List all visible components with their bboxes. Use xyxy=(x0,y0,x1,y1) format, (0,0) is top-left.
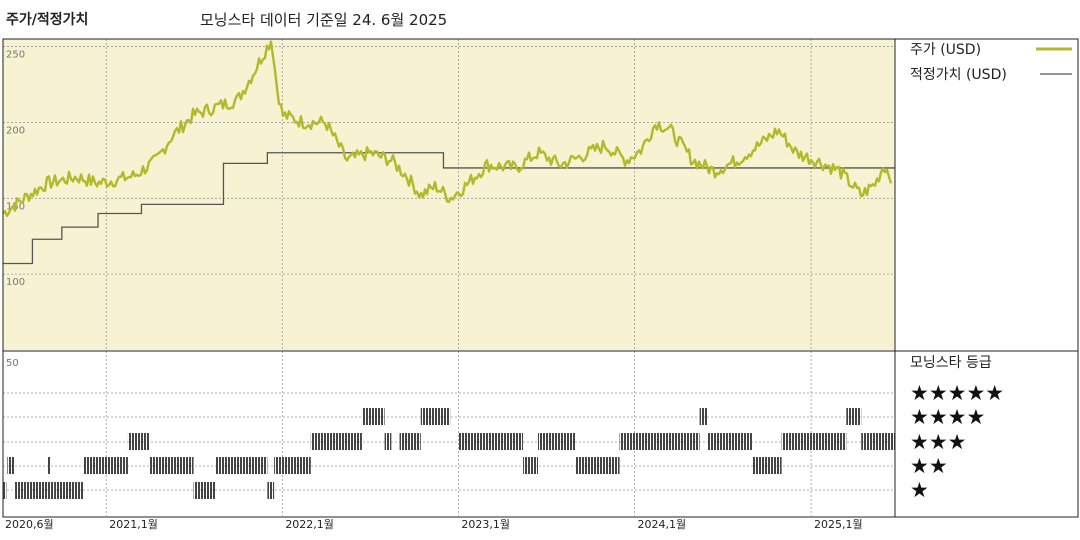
rating-segment-3-star xyxy=(399,433,421,450)
rating-segment-3-star xyxy=(538,433,576,450)
rating-segment-2-star xyxy=(7,457,15,474)
rating-segment-3-star xyxy=(619,433,700,450)
rating-legend-title: 모닝스타 등급 xyxy=(910,355,992,371)
rating-segment-3-star xyxy=(458,433,524,450)
y-tick-label: 250 xyxy=(6,50,25,61)
rating-segment-3-star xyxy=(384,433,392,450)
legend: 주가 (USD) 적정가치 (USD) 모닝스타 등급 ★★★★★ ★★★★ ★… xyxy=(910,42,1072,502)
rating-segment-3-star xyxy=(781,433,847,450)
price-line xyxy=(2,40,893,218)
x-tick-label: 2020,6월 xyxy=(5,518,54,531)
rating-segment-2-star xyxy=(47,457,51,474)
rating-segment-1-star xyxy=(193,482,216,499)
rating-4-stars: ★★★★ xyxy=(910,405,985,429)
x-tick-label: 2023,1월 xyxy=(461,518,510,531)
legend-price-label: 주가 (USD) xyxy=(910,42,981,58)
rating-segment-4-star xyxy=(699,408,708,425)
rating-segment-2-star xyxy=(83,457,128,474)
chart-frame xyxy=(2,38,1079,518)
rating-segment-2-star xyxy=(575,457,620,474)
rating-segment-3-star xyxy=(861,433,895,450)
rating-segment-3-star xyxy=(310,433,362,450)
rating-segment-3-star xyxy=(127,433,150,450)
rating-segment-2-star xyxy=(523,457,539,474)
rating-3-stars: ★★★ xyxy=(910,430,966,454)
rating-segment-4-star xyxy=(420,408,451,425)
chart-title: 주가/적정가치 xyxy=(6,11,88,28)
legend-fair-value-label: 적정가치 (USD) xyxy=(910,67,1007,83)
rating-2-stars: ★★ xyxy=(910,454,948,478)
rating-segment-1-star xyxy=(54,482,84,499)
rating-segment-2-star xyxy=(149,457,194,474)
y-tick-label: 200 xyxy=(6,125,25,136)
x-tick-label: 2025,1월 xyxy=(814,518,863,531)
y-tick-label: 100 xyxy=(6,277,25,288)
rating-segment-3-star xyxy=(707,433,753,450)
x-tick-label: 2024,1월 xyxy=(637,518,686,531)
rating-segment-2-star xyxy=(752,457,782,474)
price-panel-background xyxy=(3,39,895,350)
x-tick-label: 2021,1월 xyxy=(109,518,158,531)
rating-segment-2-star xyxy=(274,457,311,474)
rating-1-star: ★ xyxy=(910,478,929,502)
chart-subtitle: 모닝스타 데이터 기준일 24. 6월 2025 xyxy=(200,11,447,29)
x-tick-label: 2022,1월 xyxy=(285,518,334,531)
rating-y-tick-label: 50 xyxy=(6,358,19,369)
rating-segment-4-star xyxy=(361,408,385,425)
rating-segment-1-star xyxy=(3,482,7,499)
rating-segment-1-star xyxy=(15,482,55,499)
rating-5-stars: ★★★★★ xyxy=(910,381,1004,405)
rating-segment-1-star xyxy=(267,482,275,499)
rating-bars xyxy=(3,408,895,499)
price-layer xyxy=(2,40,893,218)
rating-segment-4-star xyxy=(846,408,862,425)
rating-segment-2-star xyxy=(215,457,268,474)
